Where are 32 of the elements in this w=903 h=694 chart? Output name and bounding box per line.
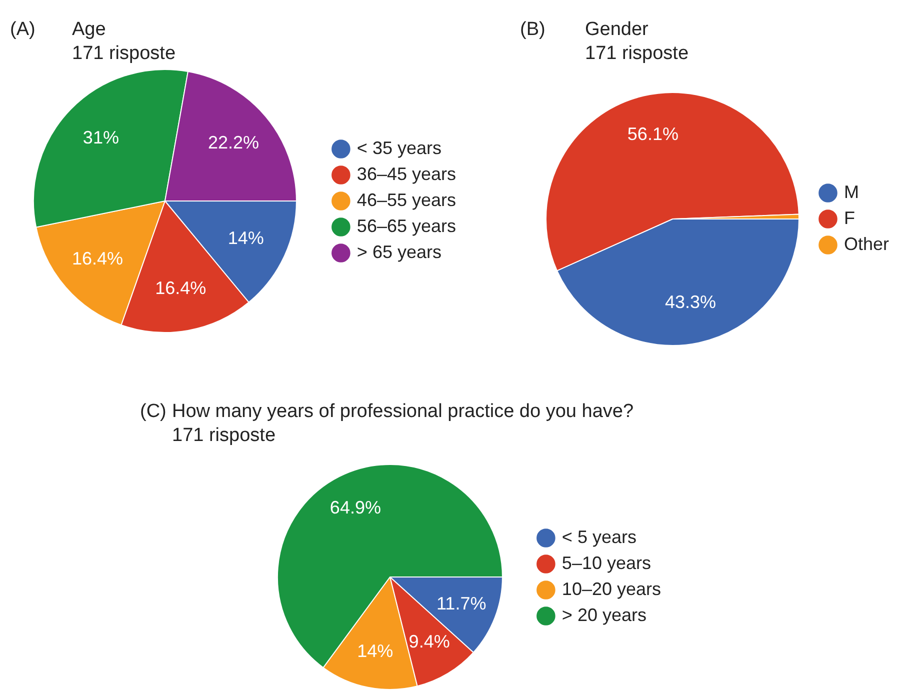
chart-title: Age [72, 18, 107, 42]
legend-label: 10–20 years [562, 578, 662, 599]
legend-label: M [844, 182, 859, 202]
legend-label: 46–55 years [356, 190, 456, 210]
chart-subtitle: 171 risposte [172, 424, 277, 448]
text: (A) [10, 18, 36, 42]
chart-subtitle: 171 risposte [72, 42, 176, 66]
legend-label: > 65 years [356, 242, 442, 262]
data-label: 11.7% [436, 593, 486, 614]
data-label: 22.2% [208, 132, 260, 153]
legend-label: 36–45 years [356, 164, 456, 184]
data-label: 31% [82, 128, 119, 148]
legend-label: 56–65 years [356, 216, 456, 236]
chart-title: How many years of professional practice do you have? [172, 400, 634, 424]
data-label: 56.1% [627, 124, 678, 144]
data-label: 14% [228, 228, 264, 248]
legend-label: F [844, 208, 855, 228]
text: (B) [520, 18, 546, 42]
data-label: 16.4% [155, 278, 206, 298]
legend-label: < 5 years [562, 526, 636, 547]
data-label: 14% [357, 641, 394, 662]
data-label: 16.4% [72, 248, 124, 269]
chart-title: Gender [585, 18, 650, 42]
legend-label: > 20 years [562, 604, 646, 625]
data-label: 64.9% [330, 498, 381, 518]
legend-label: < 35 years [356, 138, 442, 158]
data-label: 43.3% [664, 292, 716, 312]
text: (C) [140, 400, 166, 424]
data-label: 9.4% [408, 632, 450, 652]
chart-subtitle: 171 risposte [585, 42, 689, 66]
legend-label: 5–10 years [562, 552, 651, 573]
legend-label: Other [844, 234, 890, 254]
